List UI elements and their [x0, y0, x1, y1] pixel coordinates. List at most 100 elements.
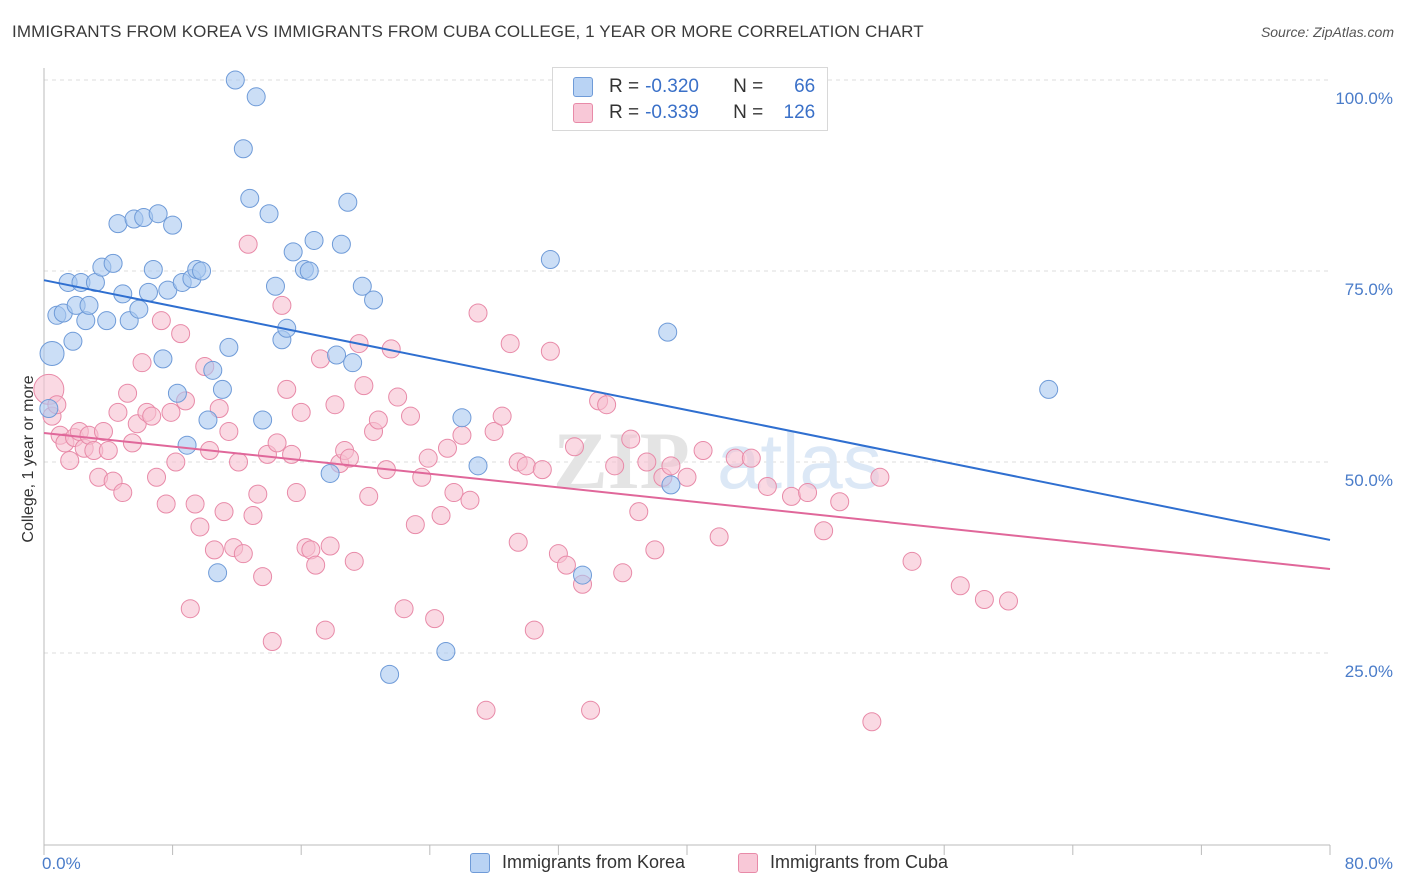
cuba-point	[354, 376, 374, 396]
cuba-point	[243, 505, 263, 525]
korea-point	[246, 87, 266, 107]
legend-cuba-label: Immigrants from Cuba	[770, 852, 949, 872]
korea-point	[198, 410, 218, 430]
cuba-point	[425, 609, 445, 629]
cuba-point	[532, 460, 552, 480]
korea-point	[380, 664, 400, 684]
cuba-point	[757, 476, 777, 496]
cuba-point	[132, 353, 152, 373]
cuba-point	[248, 484, 268, 504]
korea-point	[225, 70, 245, 90]
cuba-point	[645, 540, 665, 560]
cuba-point	[516, 456, 536, 476]
source-credit: Source: ZipAtlas.com	[1260, 24, 1394, 40]
cuba-point	[661, 456, 681, 476]
x-tick-label: 80.0%	[1345, 854, 1393, 873]
cuba-point	[156, 494, 176, 514]
cuba-point	[468, 303, 488, 323]
cuba-point	[272, 295, 292, 315]
korea-point	[352, 276, 372, 296]
korea-point	[304, 230, 324, 250]
cuba-point	[209, 399, 229, 419]
cuba-point	[325, 395, 345, 415]
stats-legend: R = -0.320 N = 66 R = -0.339 N = 126	[552, 67, 828, 131]
x-tick-label: 0.0%	[42, 854, 81, 873]
cuba-point	[238, 234, 258, 254]
cuba-n-label: N =	[733, 102, 764, 123]
korea-point	[219, 337, 239, 357]
cuba-point	[484, 421, 504, 441]
korea-point	[259, 204, 279, 224]
cuba-point	[741, 448, 761, 468]
cuba-point	[142, 406, 162, 426]
cuba-point	[492, 406, 512, 426]
legend-korea-label: Immigrants from Korea	[502, 852, 686, 872]
gridlines	[44, 79, 1330, 654]
korea-point	[212, 379, 232, 399]
legend-item-cuba: Immigrants from Cuba	[738, 852, 948, 873]
trend-lines	[43, 279, 1331, 570]
korea-point	[1039, 379, 1059, 399]
cuba-point	[253, 567, 273, 587]
cuba-point	[693, 441, 713, 461]
korea-point	[153, 349, 173, 369]
korea-point	[143, 259, 163, 279]
korea-point	[265, 276, 285, 296]
korea-point	[79, 295, 99, 315]
chart-title: IMMIGRANTS FROM KOREA VS IMMIGRANTS FROM…	[12, 22, 924, 41]
cuba-point	[388, 387, 408, 407]
cuba-point	[401, 406, 421, 426]
korea-point	[468, 456, 488, 476]
legend-cuba-swatch	[738, 852, 758, 873]
cuba-point	[166, 452, 186, 472]
korea-n-value: 66	[794, 76, 816, 97]
cuba-point	[108, 402, 128, 422]
cuba-point	[180, 599, 200, 619]
korea-n-label: N =	[733, 76, 764, 97]
cuba-point	[185, 494, 205, 514]
cuba-point	[950, 576, 970, 596]
cuba-point	[524, 620, 544, 640]
cuba-point	[540, 341, 560, 361]
korea-point	[338, 192, 358, 212]
cuba-point	[405, 515, 425, 535]
korea-point	[97, 311, 117, 331]
cuba-point	[277, 379, 297, 399]
korea-point	[177, 435, 197, 455]
cuba-point	[267, 433, 287, 453]
cuba-point	[677, 467, 697, 487]
cuba-r-label: R =	[609, 102, 640, 123]
korea-points	[39, 70, 1059, 684]
cuba-r-value: -0.339	[645, 102, 699, 123]
cuba-point	[118, 383, 138, 403]
cuba-point	[902, 551, 922, 571]
cuba-point	[862, 712, 882, 732]
cuba-swatch	[573, 103, 593, 123]
series-legend: Immigrants from Korea Immigrants from Cu…	[0, 852, 1406, 878]
cuba-point	[306, 555, 326, 575]
cuba-point	[605, 456, 625, 476]
legend-row-cuba: R = -0.339 N = 126	[573, 101, 815, 125]
cuba-point	[500, 334, 520, 354]
korea-point	[436, 641, 456, 661]
korea-point	[540, 250, 560, 270]
axes	[43, 68, 1331, 855]
cuba-point	[814, 521, 834, 541]
y-tick-label: 100.0%	[1335, 89, 1393, 108]
cuba-point	[113, 483, 133, 503]
cuba-point	[214, 502, 234, 522]
cuba-point	[798, 483, 818, 503]
korea-point	[253, 410, 273, 430]
cuba-point	[344, 551, 364, 571]
korea-point	[138, 282, 158, 302]
korea-point	[103, 253, 123, 273]
cuba-point	[830, 492, 850, 512]
cuba-point	[60, 450, 80, 470]
cuba-point	[359, 486, 379, 506]
legend-item-korea: Immigrants from Korea	[470, 852, 685, 873]
y-tick-label: 50.0%	[1345, 471, 1393, 490]
korea-swatch	[573, 77, 593, 97]
korea-point	[163, 215, 183, 235]
cuba-n-value: 126	[783, 102, 816, 123]
